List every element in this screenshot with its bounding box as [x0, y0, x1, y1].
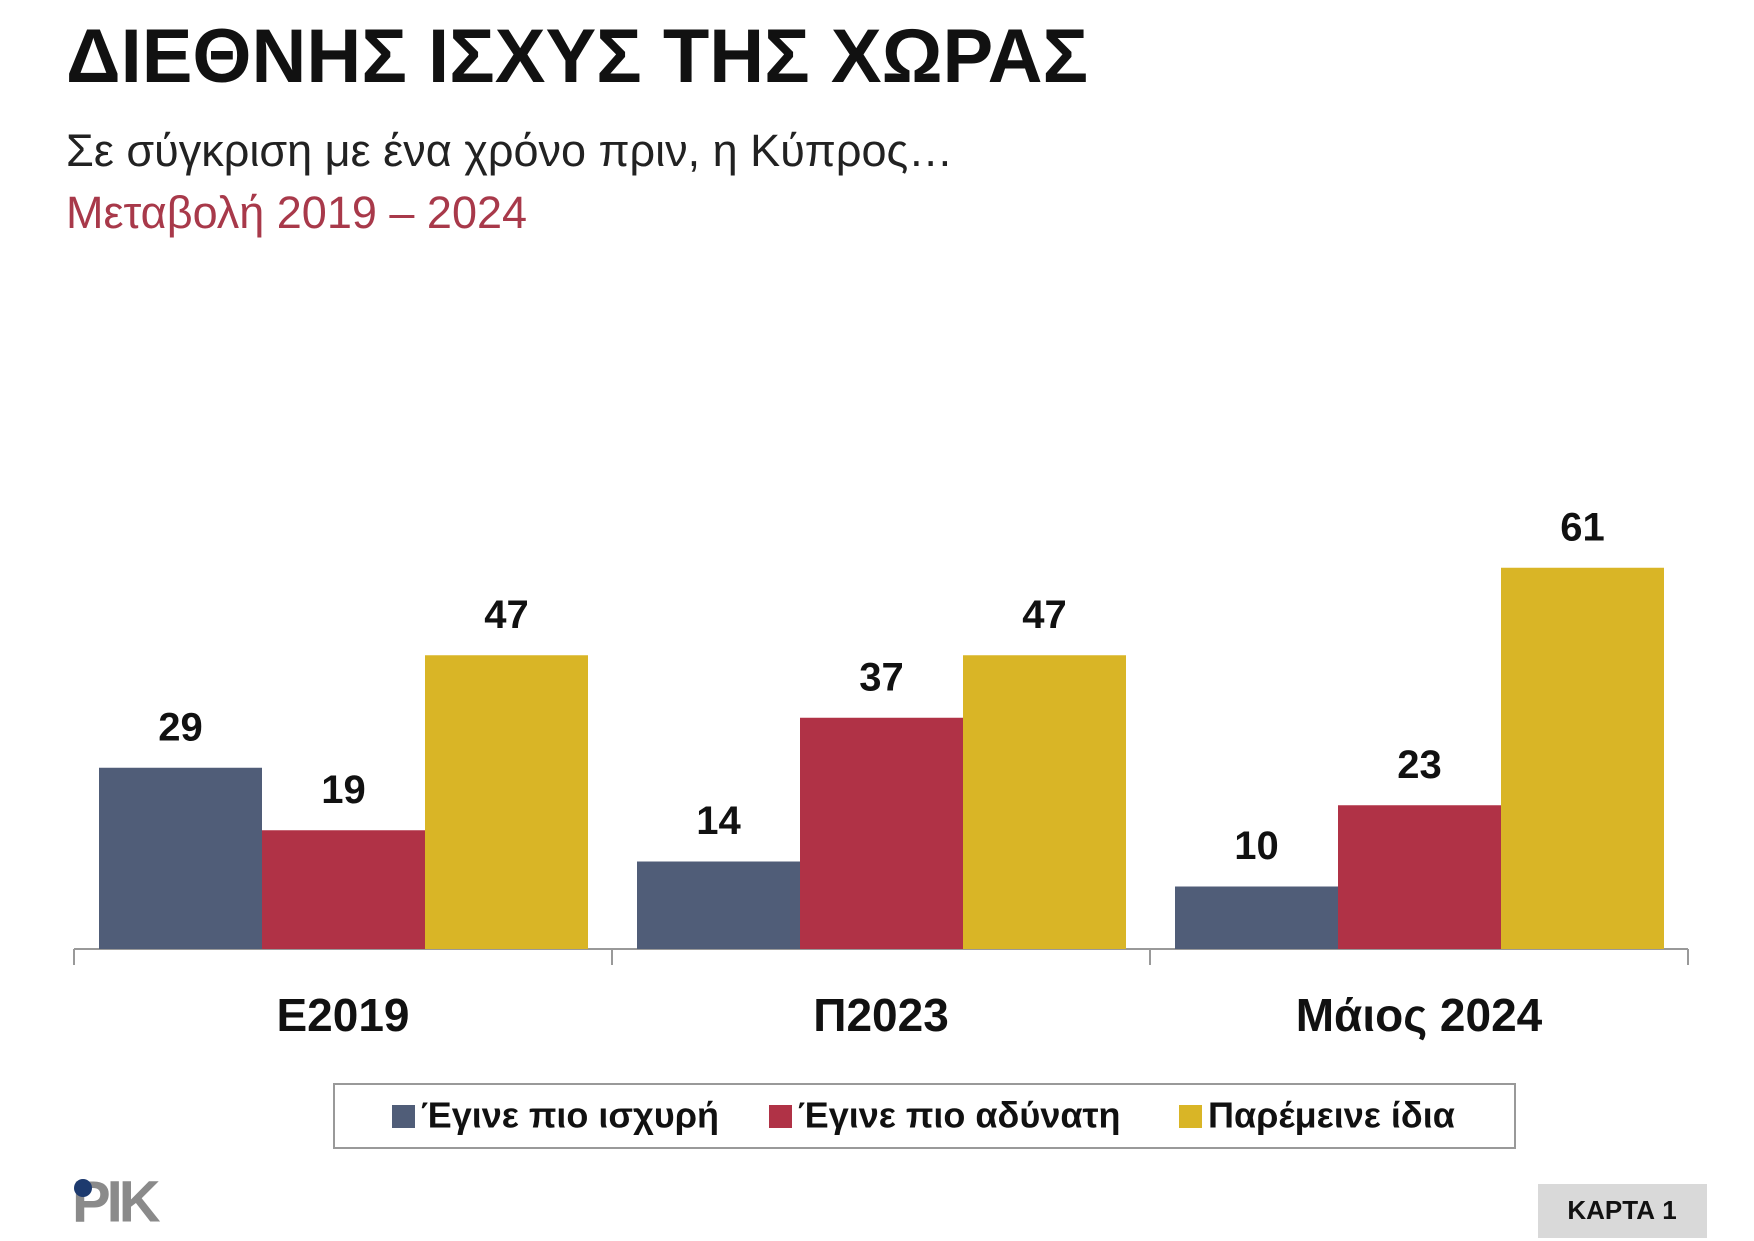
x-tick-label: Ε2019: [276, 989, 409, 1041]
data-label: 29: [158, 705, 203, 749]
chart-period: Μεταβολή 2019 – 2024: [66, 187, 527, 238]
legend-label: Έγινε πιο ισχυρή: [421, 1095, 719, 1136]
chart-subtitle: Σε σύγκριση με ένα χρόνο πριν, η Κύπρος…: [66, 125, 953, 176]
bar: [1501, 567, 1664, 949]
data-label: 61: [1560, 505, 1605, 549]
logo-dot: [74, 1179, 92, 1197]
bar: [963, 655, 1126, 949]
bar: [637, 861, 800, 949]
card-label: ΚΑΡΤΑ 1: [1567, 1195, 1676, 1225]
data-label: 19: [321, 768, 366, 812]
data-label: 14: [696, 799, 741, 843]
bar: [99, 767, 262, 949]
legend-swatch: [1179, 1105, 1202, 1128]
chart-title: ΔΙΕΘΝΗΣ ΙΣΧΥΣ ΤΗΣ ΧΩΡΑΣ: [66, 14, 1088, 99]
logo-text: ΡΙΚ: [72, 1169, 161, 1234]
x-tick-label: Μάιος 2024: [1296, 989, 1543, 1041]
x-tick-label: Π2023: [813, 989, 949, 1041]
bar: [262, 830, 425, 949]
legend-box: [333, 1083, 1516, 1149]
legend-swatch: [392, 1105, 415, 1128]
bar: [1338, 805, 1501, 949]
bar: [425, 655, 588, 949]
bar: [800, 717, 963, 949]
data-label: 10: [1234, 824, 1279, 868]
data-label: 47: [1022, 593, 1067, 637]
bar: [1175, 886, 1338, 949]
data-label: 47: [484, 593, 529, 637]
data-label: 23: [1397, 743, 1442, 787]
card-badge: [1538, 1184, 1707, 1238]
legend-label: Παρέμεινε ίδια: [1208, 1095, 1455, 1136]
legend-label: Έγινε πιο αδύνατη: [798, 1095, 1121, 1136]
data-label: 37: [859, 655, 904, 699]
legend-swatch: [769, 1105, 792, 1128]
logo: ΡΙΚ: [72, 1169, 165, 1234]
